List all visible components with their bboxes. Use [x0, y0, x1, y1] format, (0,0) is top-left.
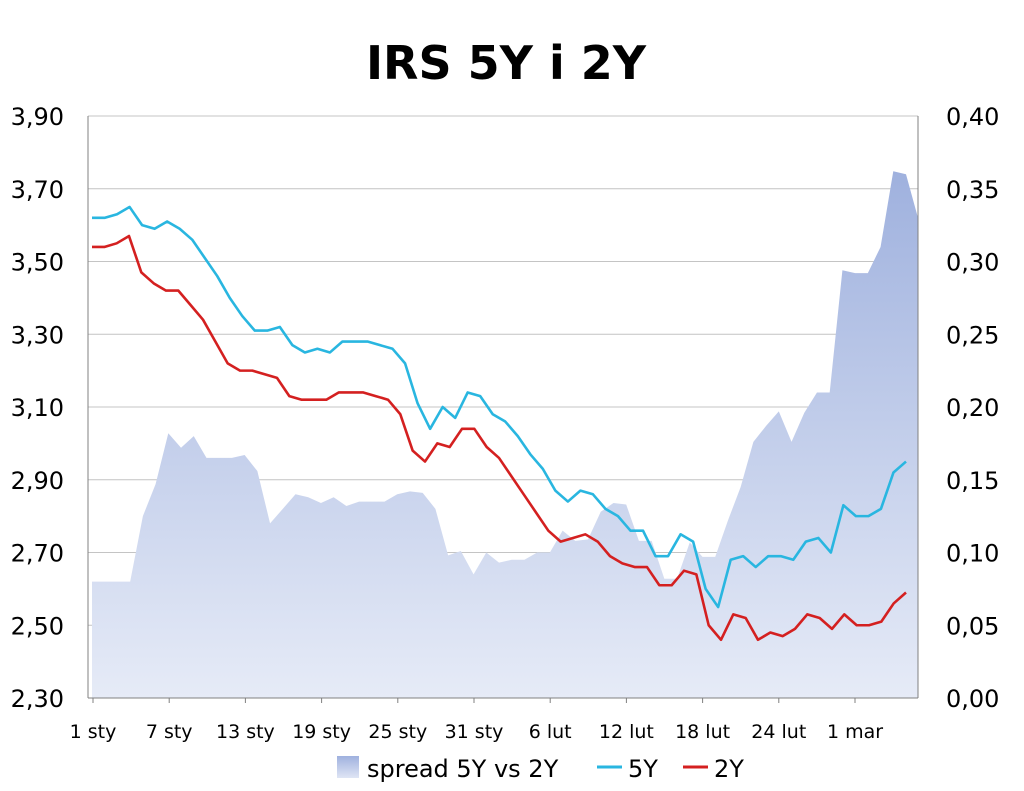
right-axis-ticks: 0,40 0,35 0,30 0,25 0,20 0,15 0,10 0,05 0,00 — [946, 103, 999, 713]
right-tick-label: 0,40 — [946, 103, 999, 131]
left-tick-label: 3,50 — [11, 249, 64, 277]
x-tick-label: 6 lut — [529, 721, 572, 743]
spread-area — [92, 171, 918, 699]
line-5y — [92, 205, 907, 609]
x-tick-label: 12 lut — [599, 721, 654, 743]
x-tick-label: 1 mar — [827, 721, 883, 743]
lines-layer — [92, 205, 907, 642]
left-tick-label: 2,70 — [11, 540, 64, 568]
right-tick-label: 0,20 — [946, 394, 999, 422]
x-tick-label: 19 sty — [292, 721, 351, 743]
legend-label-5y: 5Y — [628, 755, 658, 783]
right-tick-label: 0,35 — [946, 176, 999, 204]
left-tick-label: 2,30 — [11, 685, 64, 713]
x-tick-label: 24 lut — [751, 721, 806, 743]
x-tick-label: 7 sty — [146, 721, 193, 743]
right-tick-label: 0,10 — [946, 540, 999, 568]
right-tick-label: 0,15 — [946, 467, 999, 495]
right-tick-label: 0,00 — [946, 685, 999, 713]
left-tick-label: 2,50 — [11, 612, 64, 640]
line-2y — [92, 234, 907, 642]
left-tick-label: 2,90 — [11, 467, 64, 495]
x-axis-ticks: 1 sty 7 sty 13 sty 19 sty 25 sty 31 sty 6 lut 1… — [70, 698, 883, 743]
left-tick-label: 3,90 — [11, 103, 64, 131]
legend-swatch-spread — [337, 756, 359, 778]
left-tick-label: 3,30 — [11, 321, 64, 349]
left-tick-label: 3,70 — [11, 176, 64, 204]
x-tick-label: 1 sty — [70, 721, 117, 743]
legend-label-spread: spread 5Y vs 2Y — [367, 755, 559, 783]
right-tick-label: 0,05 — [946, 612, 999, 640]
left-axis-ticks: 3,90 3,70 3,50 3,30 3,10 2,90 2,70 2,50 2,30 — [11, 103, 64, 713]
left-tick-label: 3,10 — [11, 394, 64, 422]
right-tick-label: 0,25 — [946, 321, 999, 349]
legend-label-2y: 2Y — [714, 755, 744, 783]
chart-title: IRS 5Y i 2Y — [366, 36, 647, 90]
x-tick-label: 13 sty — [216, 721, 275, 743]
x-tick-label: 18 lut — [675, 721, 730, 743]
axes — [87, 116, 919, 699]
right-tick-label: 0,30 — [946, 249, 999, 277]
spread-area-layer — [92, 171, 918, 699]
legend: spread 5Y vs 2Y 5Y 2Y — [337, 755, 744, 783]
x-tick-label: 25 sty — [368, 721, 427, 743]
x-tick-label: 31 sty — [445, 721, 504, 743]
